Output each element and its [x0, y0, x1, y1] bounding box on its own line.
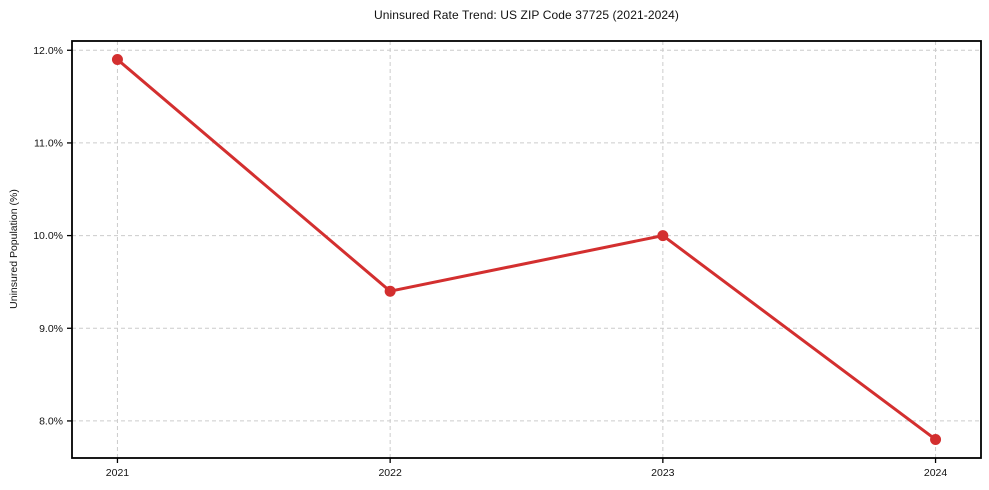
trend-line: [115, 58, 938, 441]
x-tick-label: 2023: [651, 467, 675, 479]
chart-title: Uninsured Rate Trend: US ZIP Code 37725 …: [373, 8, 680, 22]
data-point-marker: [657, 230, 669, 242]
y-tick-label: 10.0%: [33, 230, 63, 242]
y-tick-label: 8.0%: [39, 415, 63, 427]
x-tick-label: 2021: [106, 467, 130, 479]
data-point-marker: [111, 54, 123, 66]
y-axis-label: Uninsured Population (%): [8, 189, 20, 309]
x-tick-label: 2022: [378, 467, 402, 479]
y-tick-label: 12.0%: [33, 45, 63, 57]
y-tick-label: 9.0%: [39, 323, 63, 335]
x-tick-label: 2024: [924, 467, 948, 479]
y-tick-label: 11.0%: [34, 137, 63, 149]
data-point-marker: [384, 285, 396, 297]
plot-border: [71, 40, 982, 459]
data-point-marker: [930, 433, 942, 445]
